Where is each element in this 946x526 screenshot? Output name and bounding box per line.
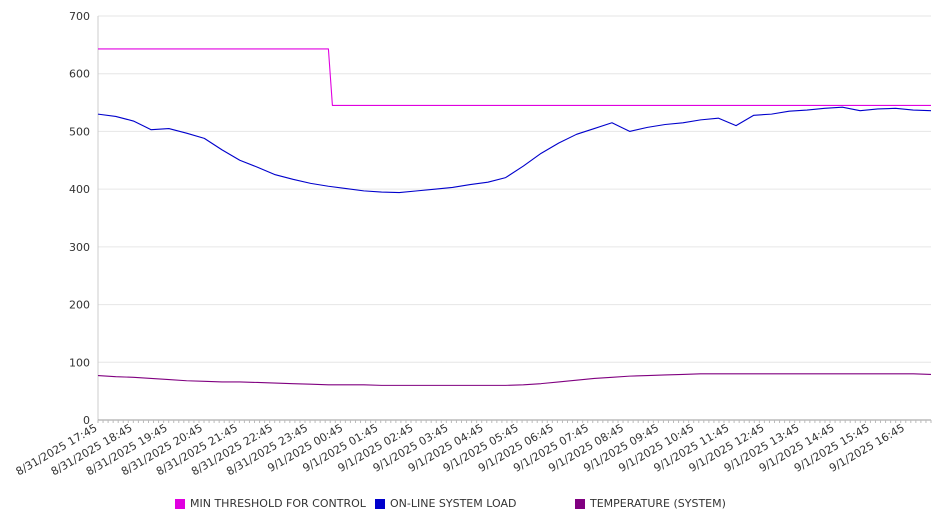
- legend-item-min-threshold[interactable]: MIN THRESHOLD FOR CONTROL: [175, 497, 366, 510]
- legend-item-temperature[interactable]: TEMPERATURE (SYSTEM): [575, 497, 726, 510]
- legend-swatch-system-load: [375, 498, 385, 509]
- y-tick-label-200: 200: [69, 299, 90, 312]
- y-tick-label-600: 600: [69, 68, 90, 81]
- legend: MIN THRESHOLD FOR CONTROL ON-LINE SYSTEM…: [0, 497, 946, 515]
- series-line-2: [97, 373, 932, 386]
- y-tick-label-500: 500: [69, 125, 90, 138]
- y-tick-label-100: 100: [69, 356, 90, 369]
- axes: [97, 16, 932, 423]
- series-lines: [97, 48, 932, 386]
- y-tick-label-300: 300: [69, 241, 90, 254]
- y-tick-label-400: 400: [69, 183, 90, 196]
- gridlines: [98, 15, 931, 363]
- y-tick-label-700: 700: [69, 10, 90, 23]
- legend-swatch-temperature: [575, 498, 585, 509]
- series-line-0: [98, 48, 931, 107]
- legend-label-system-load: ON-LINE SYSTEM LOAD: [390, 497, 517, 510]
- y-axis-tick-labels: 0 100 200 300 400 500 600 700: [69, 10, 90, 427]
- y-tick-label-0: 0: [83, 414, 90, 427]
- legend-swatch-min-threshold: [175, 498, 185, 509]
- legend-label-min-threshold: MIN THRESHOLD FOR CONTROL: [190, 497, 366, 510]
- x-axis-tick-labels: 8/31/2025 17:458/31/2025 18:458/31/2025 …: [14, 421, 907, 478]
- series-line-1: [97, 106, 932, 194]
- legend-label-temperature: TEMPERATURE (SYSTEM): [590, 497, 726, 510]
- legend-item-system-load[interactable]: ON-LINE SYSTEM LOAD: [375, 497, 516, 510]
